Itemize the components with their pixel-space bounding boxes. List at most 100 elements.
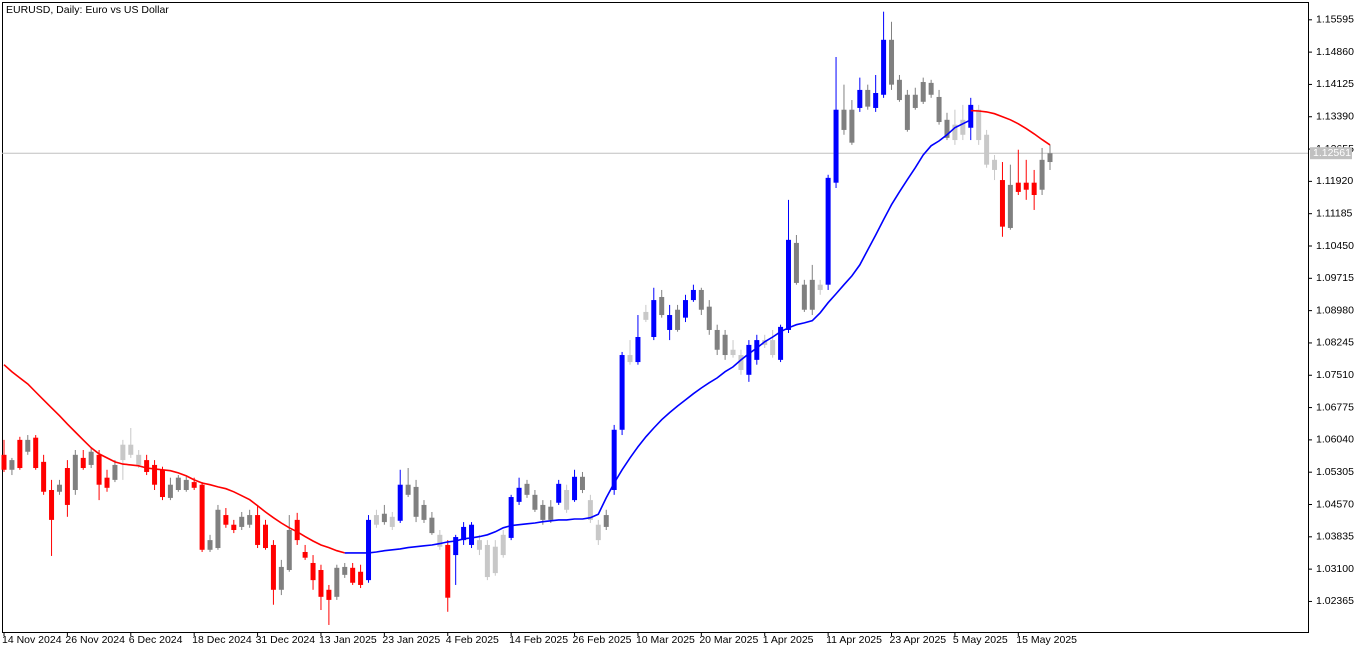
- candle-body: [730, 349, 736, 356]
- candle-body: [144, 460, 150, 472]
- candle-body: [1047, 153, 1053, 163]
- candle-body: [413, 486, 419, 517]
- y-tick-label: 1.05305: [1316, 466, 1354, 478]
- candle-body: [508, 497, 514, 538]
- x-tick-label: 1 Apr 2025: [763, 634, 814, 646]
- candle-body: [1023, 182, 1029, 190]
- candle-body: [659, 296, 665, 316]
- candle-body: [350, 567, 356, 583]
- candle-body: [326, 589, 332, 600]
- y-tick-label: 1.15595: [1316, 14, 1354, 26]
- candle-body: [342, 566, 348, 575]
- candle-body: [611, 429, 617, 490]
- candle-body: [651, 300, 657, 338]
- candle-body: [72, 454, 78, 490]
- candle-body: [429, 517, 435, 534]
- moving-average: [344, 119, 972, 554]
- candle-body: [572, 476, 578, 501]
- candle-body: [310, 562, 316, 581]
- candle-body: [278, 566, 284, 590]
- candle-body: [968, 104, 974, 128]
- x-tick-label: 14 Feb 2025: [509, 634, 568, 646]
- candle-body: [1031, 182, 1037, 196]
- candle-body: [318, 570, 324, 597]
- candle-body: [128, 444, 134, 455]
- candle-body: [682, 300, 688, 318]
- candle-body: [381, 513, 387, 523]
- x-tick-label: 26 Nov 2024: [65, 634, 125, 646]
- y-tick-label: 1.11920: [1316, 175, 1353, 187]
- candle-body: [152, 464, 158, 485]
- candle-body: [675, 309, 681, 330]
- chart-title: EURUSD, Daily: Euro vs US Dollar: [6, 4, 169, 16]
- y-tick-label: 1.14125: [1316, 78, 1354, 90]
- candle-body: [857, 89, 863, 108]
- y-tick-label: 1.13390: [1316, 111, 1354, 123]
- candle-body: [207, 540, 213, 550]
- y-tick-label: 1.04570: [1316, 498, 1354, 510]
- candle-body: [603, 515, 609, 527]
- candle-body: [286, 530, 292, 571]
- candle-body: [453, 537, 459, 556]
- candle-body: [754, 340, 760, 360]
- x-tick-label: 20 Mar 2025: [699, 634, 758, 646]
- y-tick-label: 1.07510: [1316, 369, 1354, 381]
- x-tick-label: 15 May 2025: [1016, 634, 1077, 646]
- candle-body: [619, 355, 625, 430]
- candle-body: [255, 515, 261, 545]
- candle-body: [999, 180, 1005, 227]
- candle-body: [112, 464, 118, 480]
- candle-body: [944, 119, 950, 138]
- candle-body: [595, 524, 601, 541]
- candle-body: [373, 515, 379, 525]
- candle-body: [215, 509, 221, 549]
- candle-body: [920, 82, 926, 102]
- candle-body: [500, 534, 506, 556]
- candle-body: [540, 504, 546, 520]
- candle-body: [786, 239, 791, 330]
- candle-body: [263, 524, 268, 549]
- candle-body: [1039, 159, 1045, 190]
- candle-body: [96, 454, 102, 485]
- y-tick-label: 1.08980: [1316, 304, 1354, 316]
- candle-body: [49, 489, 55, 520]
- candle-body: [247, 515, 253, 525]
- candle-body: [270, 544, 276, 590]
- candle-body: [746, 344, 752, 375]
- candle-body: [469, 524, 475, 545]
- candle-body: [984, 134, 990, 165]
- x-tick-label: 18 Dec 2024: [192, 634, 252, 646]
- candle-body: [1007, 184, 1013, 228]
- candle-body: [976, 109, 982, 141]
- candle-body: [960, 119, 966, 135]
- candle-body: [159, 469, 165, 498]
- candle-body: [556, 483, 562, 503]
- candle-body: [397, 484, 403, 521]
- candle-body: [183, 479, 189, 490]
- candle-body: [524, 483, 530, 495]
- price-label: 1.12561: [1313, 147, 1351, 159]
- y-tick-label: 1.08245: [1316, 337, 1354, 349]
- candle-body: [366, 519, 372, 581]
- candle-body: [722, 334, 728, 356]
- x-tick-label: 13 Jan 2025: [319, 634, 377, 646]
- candle-body: [912, 94, 918, 108]
- candle-body: [865, 89, 871, 107]
- candle-body: [64, 468, 70, 505]
- candle-body: [175, 477, 181, 490]
- candle-body: [476, 540, 482, 550]
- candle-body: [421, 504, 427, 520]
- x-tick-label: 26 Feb 2025: [573, 634, 632, 646]
- candle-body: [881, 39, 887, 95]
- candle-body: [80, 457, 86, 469]
- candle-body: [41, 461, 47, 492]
- candle-body: [239, 516, 245, 527]
- y-tick-label: 1.14860: [1316, 46, 1354, 58]
- y-tick-label: 1.10450: [1316, 240, 1354, 252]
- y-tick-label: 1.06775: [1316, 401, 1354, 413]
- candle-body: [120, 444, 126, 461]
- candle-body: [698, 289, 704, 310]
- candle-body: [405, 484, 411, 495]
- candle-body: [936, 96, 942, 123]
